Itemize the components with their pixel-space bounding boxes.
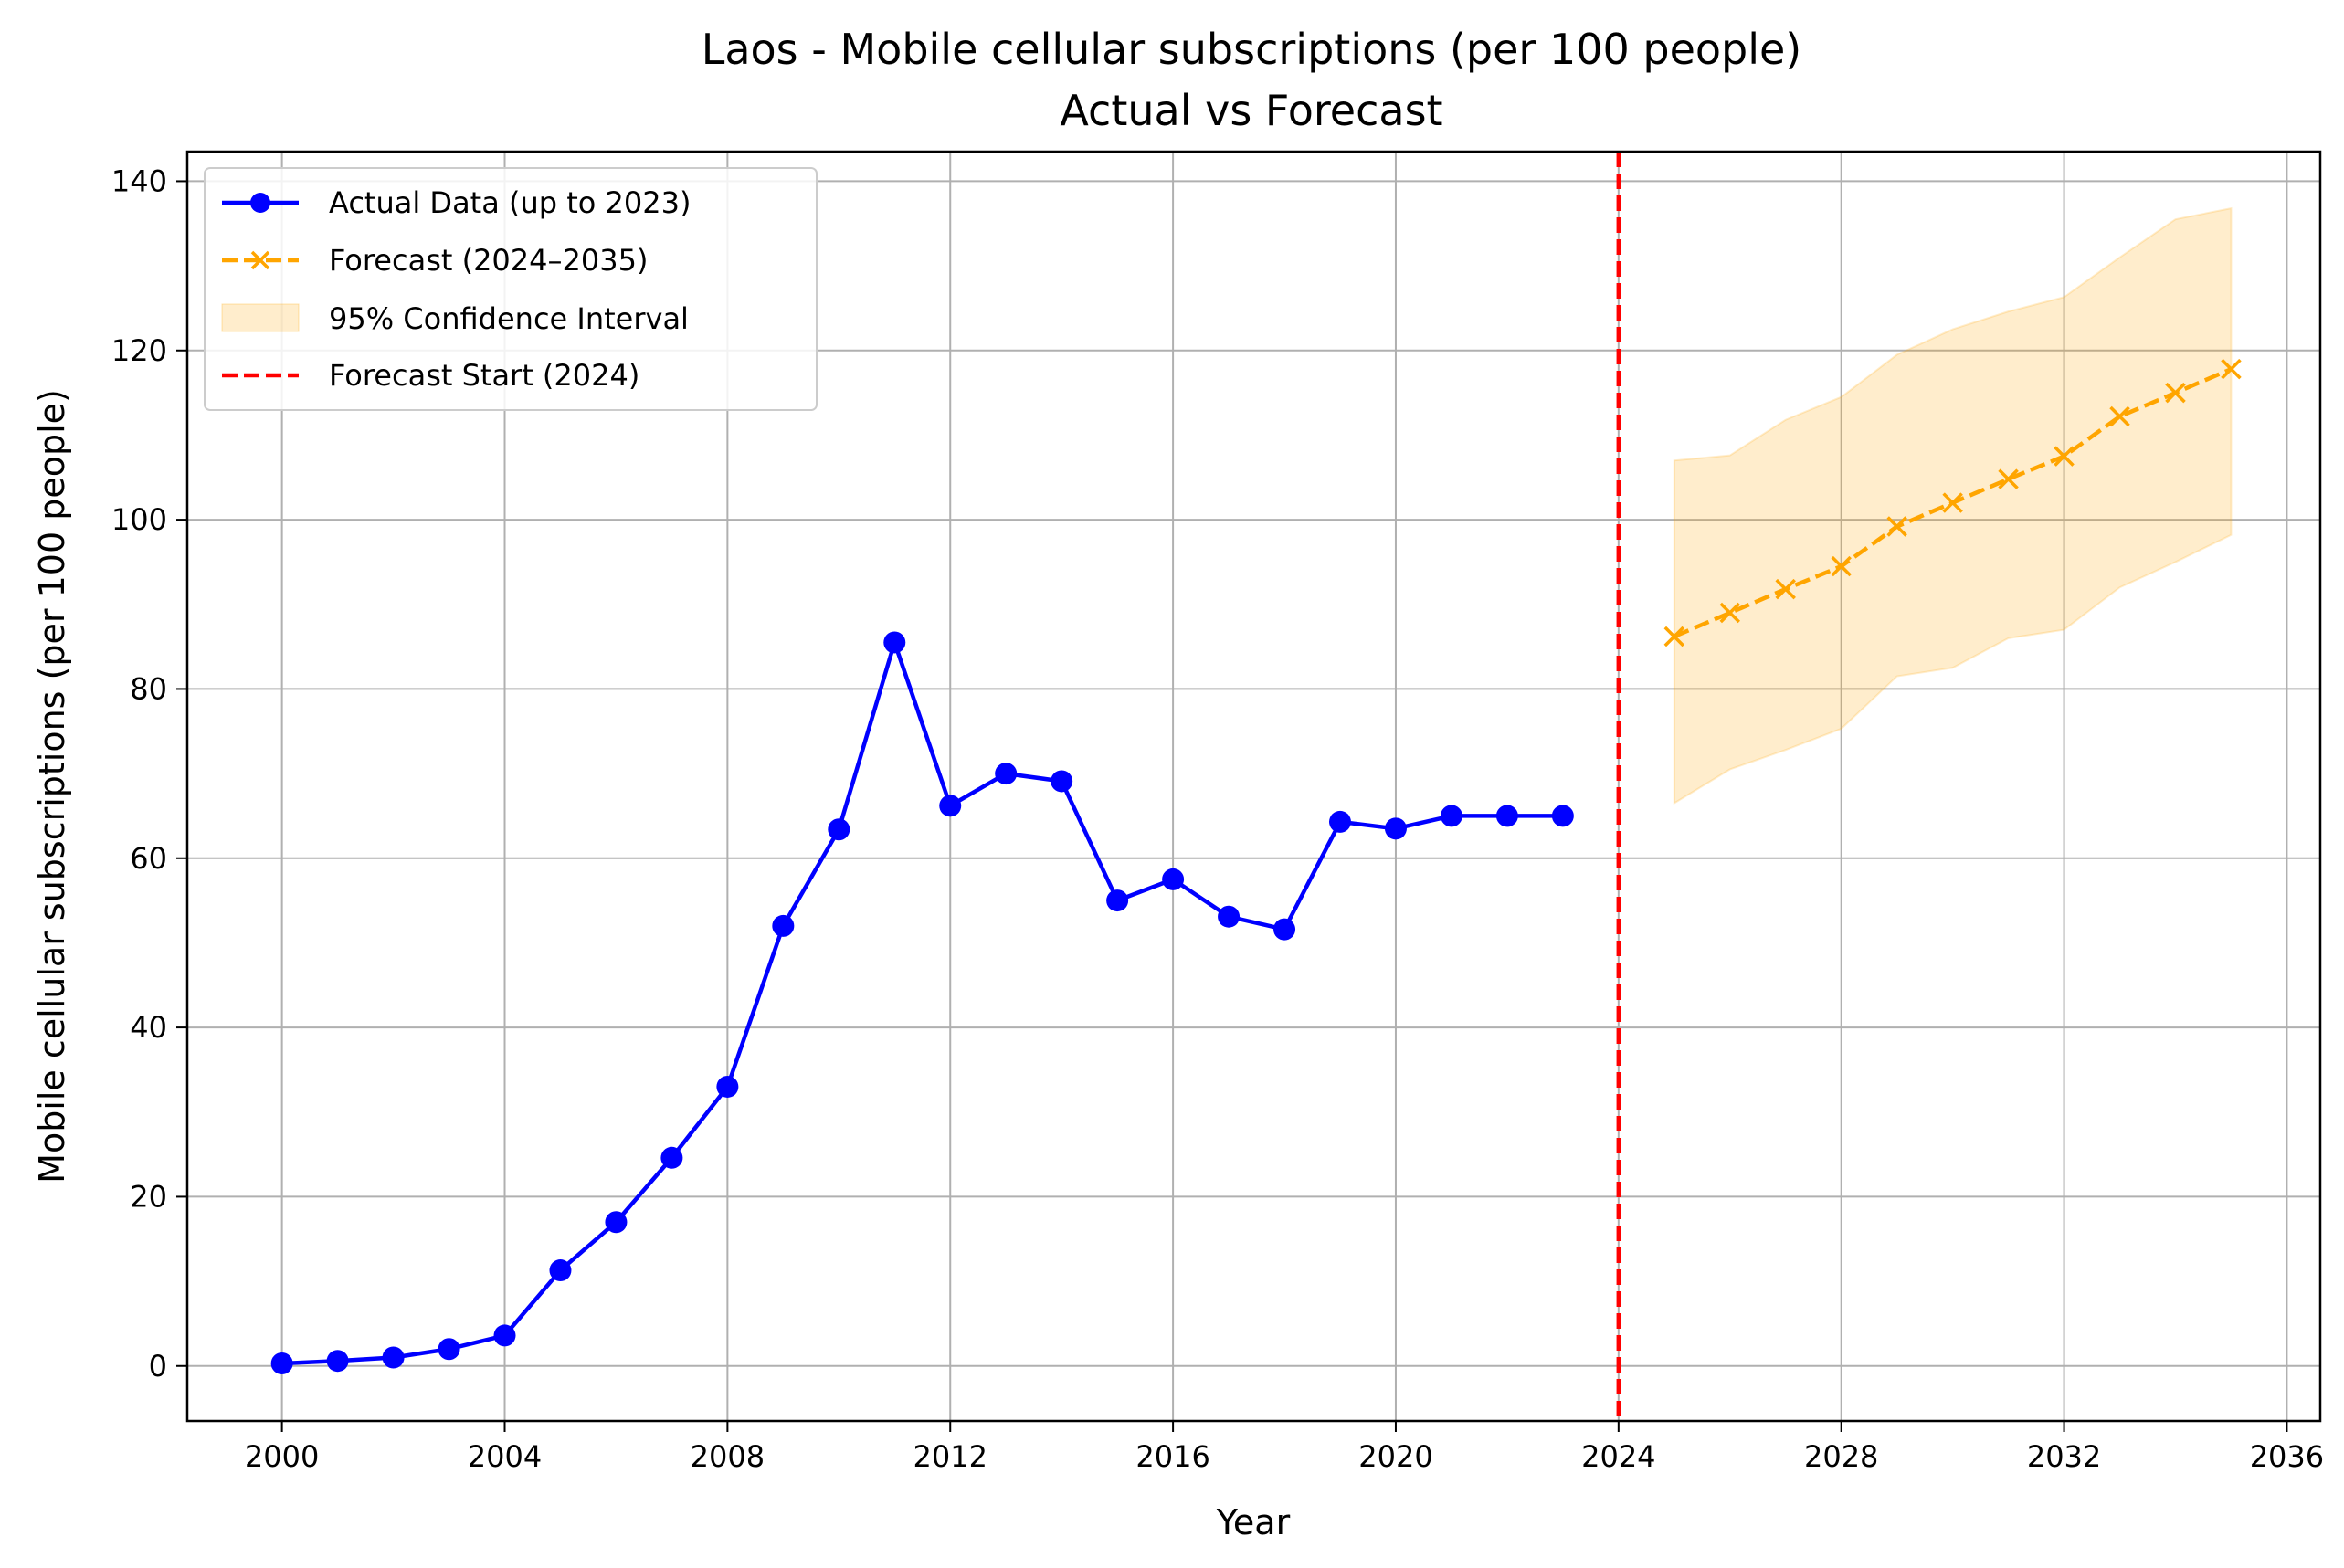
forecast-point [1886, 516, 1907, 537]
legend-ci-swatch [221, 303, 300, 332]
actual-point [1106, 889, 1129, 912]
actual-point [995, 763, 1018, 785]
actual-point [1273, 918, 1296, 941]
actual-point [939, 795, 962, 817]
y-tick-label: 40 [130, 1010, 167, 1045]
actual-point [270, 1352, 293, 1374]
actual-point [828, 818, 850, 841]
actual-point [605, 1211, 628, 1234]
plot-area-frame [185, 150, 2322, 1423]
actual-point [1218, 905, 1241, 928]
legend-forecast-label: Forecast (2024–2035) [329, 243, 648, 278]
y-tick-label: 120 [111, 333, 167, 368]
legend: Actual Data (up to 2023) Forecast (2024–… [204, 167, 818, 411]
forecast-point [2054, 446, 2075, 467]
series-markers [270, 358, 2242, 1374]
x-tick-label: 2004 [468, 1439, 542, 1474]
confidence-interval-area [1673, 206, 2233, 805]
x-tick-label: 2012 [913, 1439, 987, 1474]
x-tick-label: 2008 [691, 1439, 765, 1474]
legend-box [204, 167, 818, 411]
x-tick-label: 2028 [1804, 1439, 1878, 1474]
forecast-point [2221, 358, 2242, 380]
actual-point [1384, 817, 1407, 840]
actual-point [660, 1146, 683, 1169]
axis-ticks: 2000 2004 2008 2012 2016 2020 2024 2028 2032 2036… [111, 163, 2324, 1474]
y-tick-label: 60 [130, 841, 167, 876]
actual-point [1328, 810, 1351, 833]
actual-point [716, 1075, 739, 1098]
forecast-point [1719, 602, 1740, 624]
actual-point [1162, 868, 1185, 890]
y-tick-label: 0 [149, 1349, 167, 1384]
y-axis-label: Mobile cellular subscriptions (per 100 p… [32, 389, 72, 1184]
legend-actual-marker [250, 193, 270, 213]
forecast-point [1998, 468, 2019, 489]
actual-point [1551, 805, 1574, 827]
y-tick-label: 20 [130, 1179, 167, 1214]
chart-title-line-1: Laos - Mobile cellular subscriptions (pe… [702, 25, 1802, 74]
forecast-point [1775, 578, 1796, 600]
actual-point [1051, 770, 1073, 793]
legend-forecast-start-label: Forecast Start (2024) [329, 358, 639, 393]
x-axis-label: Year [1216, 1502, 1291, 1542]
actual-point [549, 1259, 572, 1282]
forecast-point [2165, 382, 2186, 404]
x-tick-label: 2016 [1135, 1439, 1209, 1474]
y-tick-label: 80 [130, 671, 167, 706]
forecast-point [2109, 405, 2130, 427]
actual-point [883, 631, 906, 654]
forecast-point [1942, 492, 1963, 513]
actual-point [438, 1338, 460, 1361]
actual-point [1495, 805, 1518, 827]
x-tick-label: 2032 [2027, 1439, 2101, 1474]
x-tick-label: 2020 [1358, 1439, 1432, 1474]
x-tick-label: 2024 [1581, 1439, 1655, 1474]
y-tick-label: 140 [111, 163, 167, 198]
legend-ci-label: 95% Confidence Interval [329, 301, 689, 336]
actual-point [772, 914, 795, 937]
x-tick-label: 2000 [245, 1439, 319, 1474]
actual-point [493, 1324, 516, 1347]
confidence-interval-band [1673, 206, 2233, 805]
forecast-point [1663, 626, 1685, 647]
legend-forecast-marker [250, 250, 270, 270]
legend-actual-label: Actual Data (up to 2023) [329, 185, 691, 220]
forecast-point [1831, 555, 1852, 577]
actual-point [1440, 805, 1462, 827]
actual-point [326, 1350, 349, 1373]
chart-title-line-2: Actual vs Forecast [1060, 86, 1442, 135]
actual-point [382, 1346, 405, 1369]
x-tick-label: 2036 [2250, 1439, 2324, 1474]
y-tick-label: 100 [111, 502, 167, 537]
